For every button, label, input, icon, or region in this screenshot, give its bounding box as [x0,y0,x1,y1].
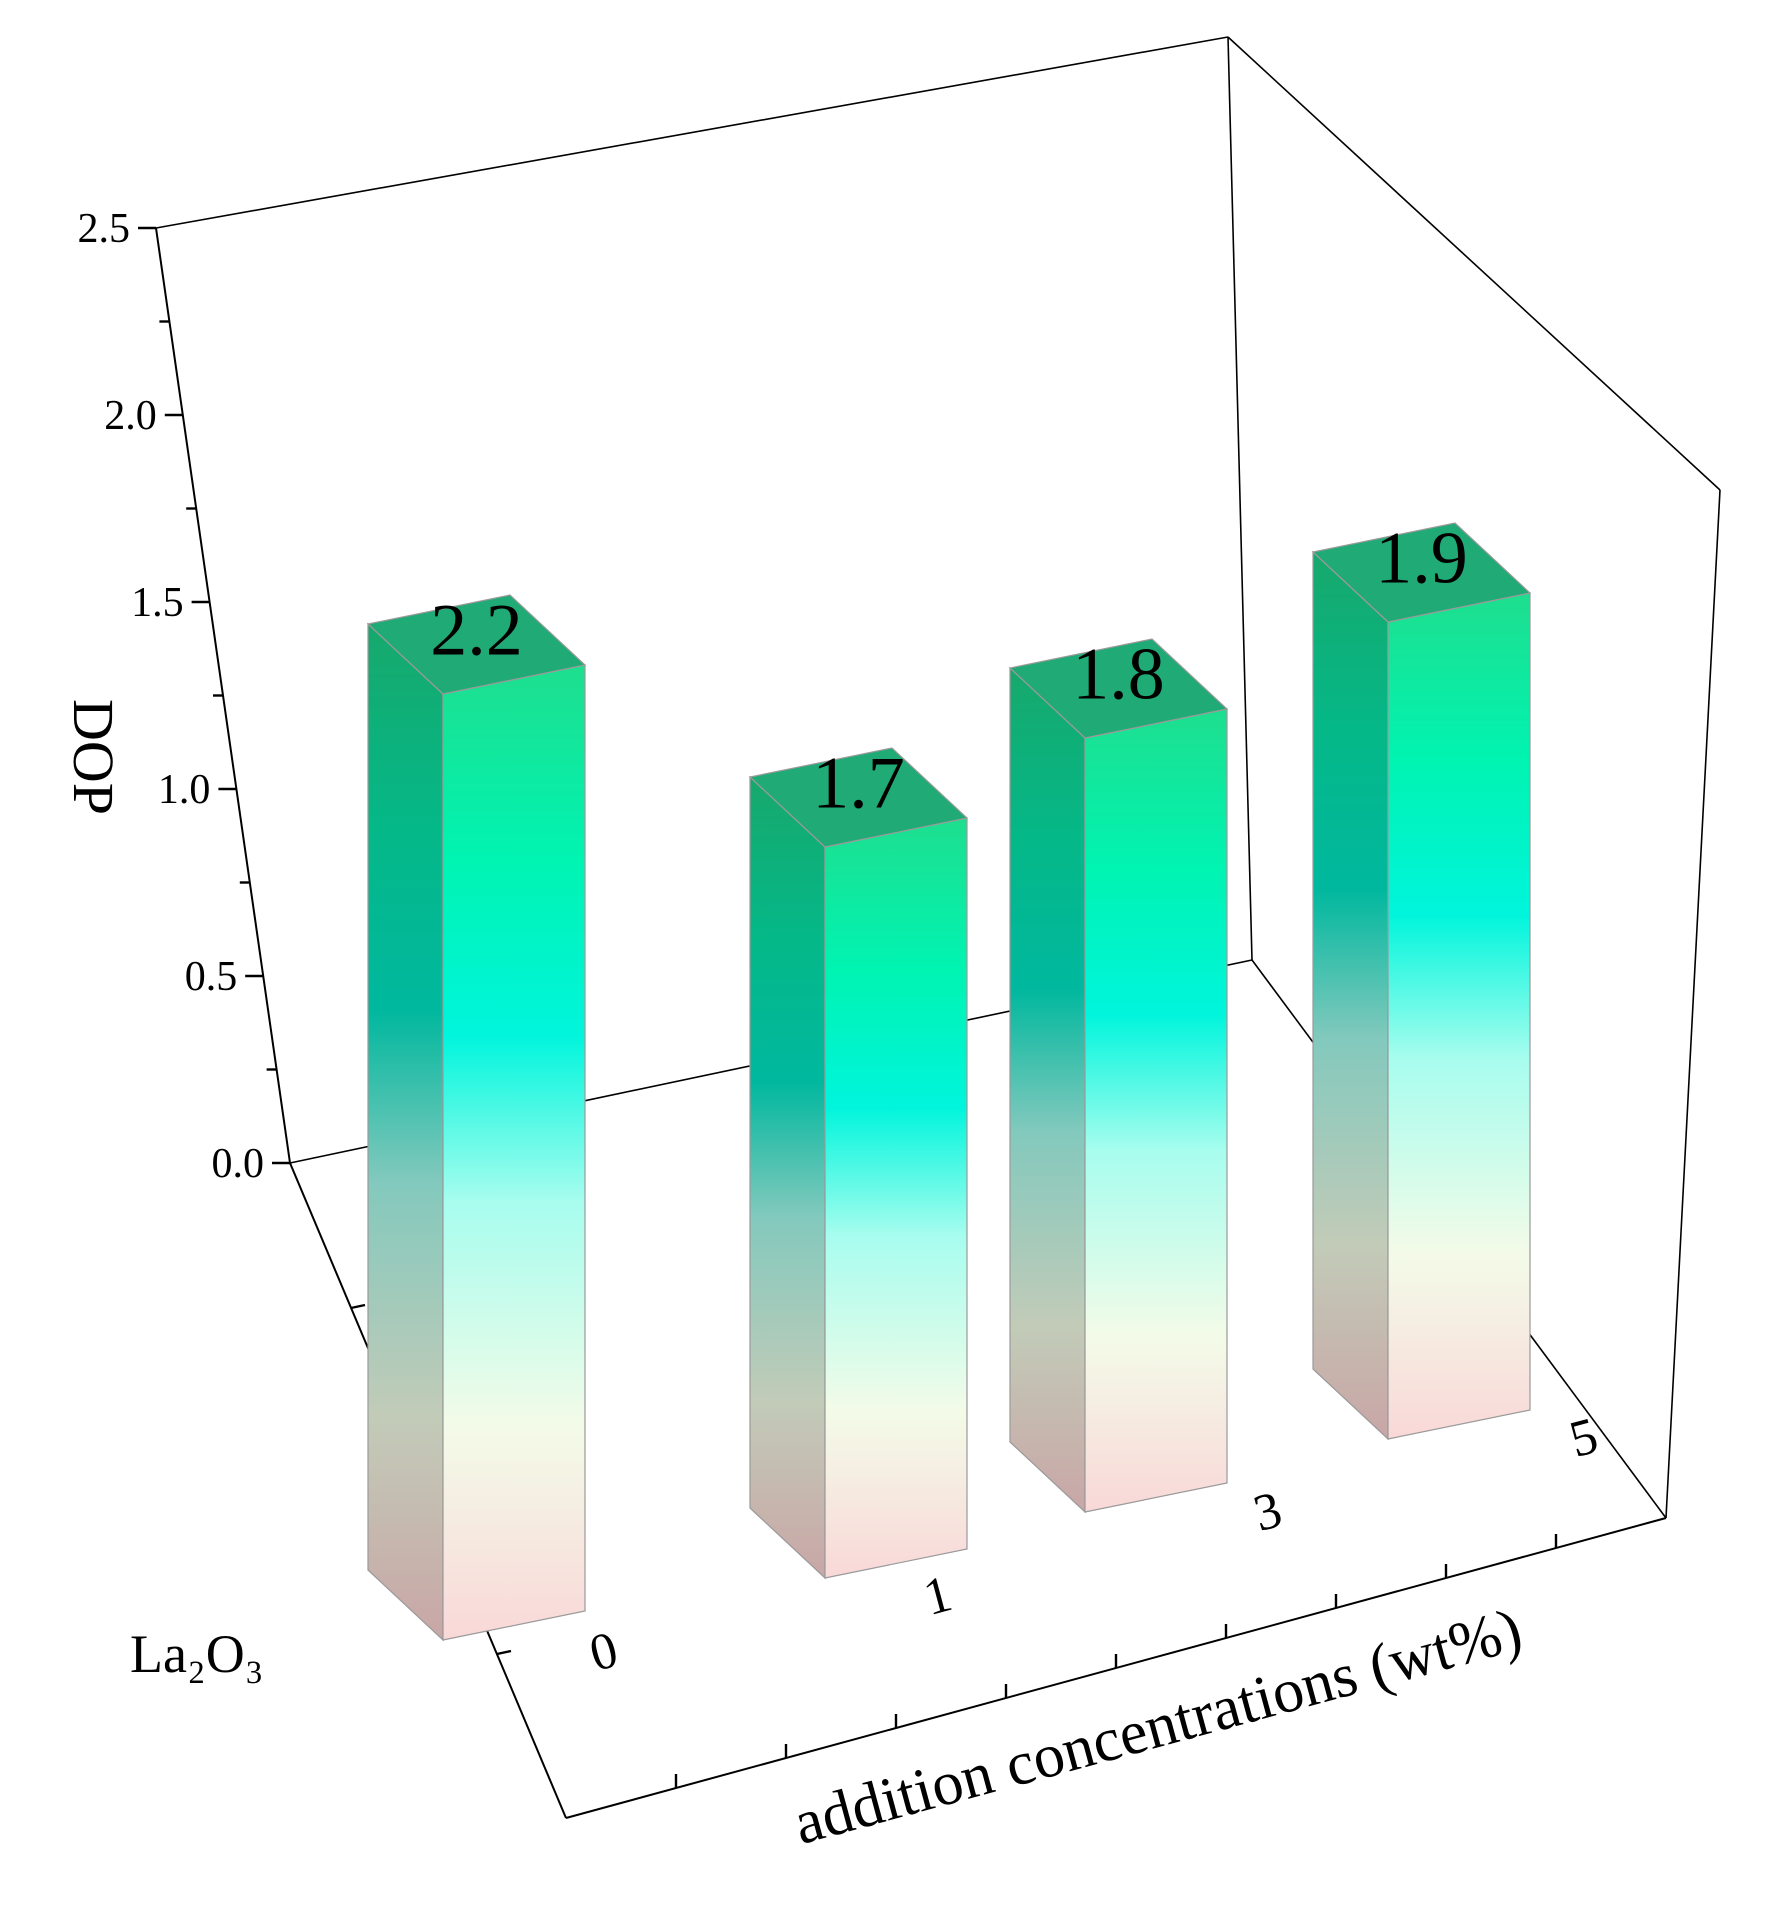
y-tick-label: 0.0 [212,1141,265,1187]
depth-tick [350,1303,366,1310]
category-label: 0 [584,1621,624,1683]
y-tick-label: 0.5 [185,954,238,1000]
bar-5: 1.9 [1311,518,1532,1441]
depth-tick [496,1649,512,1656]
bar-1: 1.7 [748,743,969,1580]
depth-axis-label: La₂O₃ [130,1624,264,1684]
x-axis: addition concentrations (wt%) [565,1517,1667,1858]
y-ticks: 0.0 0.5 1.0 1.5 2.0 2.5 [78,206,290,1187]
y-tick-label: 2.0 [104,393,157,439]
bar-value-label: 1.8 [1072,634,1165,716]
depth-axis: La₂O₃ [130,1162,567,1819]
bar-value-label: 2.2 [430,590,523,672]
bar-front-face [824,817,968,1579]
bar-front-face [442,664,586,1641]
bar-front-face [1387,592,1531,1440]
category-label: 5 [1564,1407,1604,1469]
y-tick-label: 1.0 [158,767,211,813]
bar-front-face [1084,708,1228,1513]
bar-side-face [749,775,826,1580]
bar-side-face [1312,550,1389,1441]
category-label: 1 [918,1565,958,1627]
y-tick-label: 2.5 [78,206,131,252]
y-axis: 0.0 0.5 1.0 1.5 2.0 2.5 DOP [61,206,291,1187]
bar-top-face [1008,638,1229,739]
bar-side-face [1009,666,1086,1514]
y-tick-label: 1.5 [131,580,184,626]
bar-top-face [1311,522,1532,623]
bar-value-label: 1.7 [812,743,905,825]
bars: 2.2 1.7 1.8 1.9 [366,518,1532,1642]
x-ticks [674,1534,1558,1788]
bar-top-face [366,594,587,695]
bar-top-face [748,747,969,848]
y-axis-title: DOP [61,699,126,815]
category-label: 3 [1248,1481,1288,1543]
bar-0: 2.2 [366,590,587,1642]
bar-value-label: 1.9 [1375,518,1468,600]
bar-3: 1.8 [1008,634,1229,1514]
bar-side-face [367,622,444,1642]
